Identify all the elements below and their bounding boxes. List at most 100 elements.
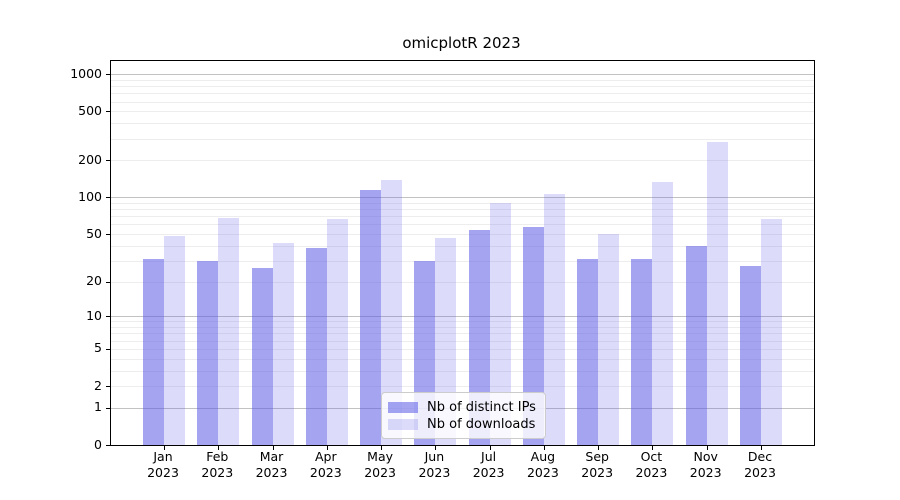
y-tick-mark bbox=[106, 74, 110, 76]
bar-distinct_ips-jan bbox=[143, 259, 164, 445]
y-tick-label: 10 bbox=[86, 307, 102, 323]
y-tick-label: 500 bbox=[78, 102, 102, 118]
x-tick-mark bbox=[489, 446, 491, 450]
bar-distinct_ips-oct bbox=[631, 259, 653, 445]
gridline-minor bbox=[111, 93, 814, 95]
gridline-minor bbox=[111, 281, 814, 283]
legend-item-distinct-ips: Nb of distinct IPs bbox=[388, 399, 537, 415]
y-tick-label: 50 bbox=[86, 225, 102, 241]
x-tick-label: Dec 2023 bbox=[744, 449, 776, 480]
legend-label-downloads: Nb of downloads bbox=[427, 416, 536, 432]
bar-distinct_ips-feb bbox=[197, 260, 219, 445]
y-tick-mark bbox=[106, 445, 110, 446]
y-tick-label: 20 bbox=[86, 273, 102, 289]
x-tick-label: Aug 2023 bbox=[526, 449, 559, 480]
gridline-minor bbox=[111, 101, 814, 103]
x-tick-mark bbox=[543, 446, 545, 450]
y-tick-label: 200 bbox=[78, 151, 102, 167]
bar-downloads-jul bbox=[489, 203, 511, 445]
y-tick-label: 0 bbox=[94, 436, 102, 452]
gridline-major bbox=[111, 74, 814, 76]
plot-area: Nb of distinct IPs Nb of downloads bbox=[106, 60, 815, 450]
gridline-minor bbox=[111, 86, 814, 88]
gridline-minor bbox=[111, 321, 814, 323]
y-tick-label: 100 bbox=[78, 188, 102, 204]
x-tick-mark bbox=[598, 446, 600, 450]
y-tick-mark bbox=[106, 407, 110, 409]
bar-downloads-nov bbox=[706, 141, 728, 445]
y-tick-mark bbox=[106, 316, 110, 318]
y-tick-mark bbox=[106, 386, 110, 388]
x-axis-labels: Jan 2023 Feb 2023 Mar 2023 Apr 2023 May 2023 Jun 20… bbox=[110, 449, 813, 489]
gridline-minor bbox=[111, 224, 814, 226]
gridline-minor bbox=[111, 348, 814, 350]
y-tick-mark bbox=[106, 197, 110, 199]
y-tick-label: 5 bbox=[94, 340, 102, 356]
x-tick-label: Jan 2023 bbox=[147, 449, 179, 480]
x-tick-mark bbox=[381, 446, 383, 450]
x-tick-label: Apr 2023 bbox=[309, 449, 342, 480]
x-tick-mark bbox=[435, 446, 437, 450]
y-tick-label: 1 bbox=[94, 399, 102, 415]
gridline-minor bbox=[111, 79, 814, 81]
bar-distinct_ips-jul bbox=[468, 230, 490, 445]
bar-downloads-sep bbox=[598, 234, 620, 445]
x-tick-label: May 2023 bbox=[364, 449, 396, 480]
legend-label-distinct-ips: Nb of distinct IPs bbox=[427, 399, 536, 415]
gridline-minor bbox=[111, 333, 814, 335]
bar-downloads-apr bbox=[326, 218, 348, 445]
x-tick-mark bbox=[272, 446, 274, 450]
gridline-major bbox=[111, 197, 814, 199]
gridline-minor bbox=[111, 245, 814, 247]
y-tick-mark bbox=[106, 160, 110, 162]
x-tick-label: Mar 2023 bbox=[255, 449, 288, 480]
gridline-minor bbox=[111, 340, 814, 342]
legend: Nb of distinct IPs Nb of downloads bbox=[381, 392, 546, 439]
gridline-minor bbox=[111, 327, 814, 329]
y-axis-labels: 1000 500 200 100 50 20 10 5 2 1 0 bbox=[0, 60, 102, 452]
bar-distinct_ips-mar bbox=[251, 268, 273, 445]
y-tick-mark bbox=[106, 234, 110, 235]
y-tick-label: 2 bbox=[94, 377, 102, 393]
x-tick-label: Nov 2023 bbox=[689, 449, 722, 480]
bar-downloads-aug bbox=[543, 193, 565, 445]
x-tick-mark bbox=[326, 446, 328, 450]
bar-distinct_ips-sep bbox=[577, 259, 599, 445]
x-tick-mark bbox=[218, 446, 220, 450]
bar-downloads-may bbox=[381, 180, 403, 445]
gridline-minor bbox=[111, 370, 814, 372]
gridline-minor bbox=[111, 203, 814, 204]
gridline-minor bbox=[111, 386, 814, 388]
bar-downloads-mar bbox=[272, 243, 294, 445]
x-tick-mark bbox=[652, 446, 654, 450]
x-tick-mark bbox=[164, 446, 165, 450]
gridline-minor bbox=[111, 209, 814, 211]
y-tick-label: 1000 bbox=[70, 65, 102, 81]
x-tick-label: Oct 2023 bbox=[635, 449, 668, 480]
bar-downloads-oct bbox=[652, 181, 674, 445]
x-tick-mark bbox=[761, 446, 762, 450]
legend-swatch-distinct-ips bbox=[388, 401, 418, 413]
x-tick-label: Sep 2023 bbox=[581, 449, 614, 480]
bar-downloads-jan bbox=[164, 236, 185, 445]
chart-title: omicplotR 2023 bbox=[402, 34, 521, 52]
gridline-major bbox=[111, 316, 814, 318]
bar-downloads-feb bbox=[218, 217, 240, 445]
gridline-minor bbox=[111, 111, 814, 113]
x-tick-label: Jun 2023 bbox=[418, 449, 451, 480]
x-tick-mark bbox=[706, 446, 708, 450]
bar-distinct_ips-nov bbox=[685, 245, 707, 445]
bar-distinct_ips-dec bbox=[740, 266, 761, 445]
gridline-minor bbox=[111, 123, 814, 125]
gridline-minor bbox=[111, 358, 814, 360]
gridline-minor bbox=[111, 138, 814, 140]
y-tick-mark bbox=[106, 281, 110, 283]
x-tick-label: Jul 2023 bbox=[472, 449, 505, 480]
x-tick-label: Feb 2023 bbox=[201, 449, 234, 480]
bar-distinct_ips-may bbox=[360, 190, 382, 445]
y-tick-mark bbox=[106, 111, 110, 113]
gridline-minor bbox=[111, 216, 814, 218]
bar-distinct_ips-apr bbox=[305, 248, 327, 445]
bar-distinct_ips-aug bbox=[522, 227, 544, 445]
